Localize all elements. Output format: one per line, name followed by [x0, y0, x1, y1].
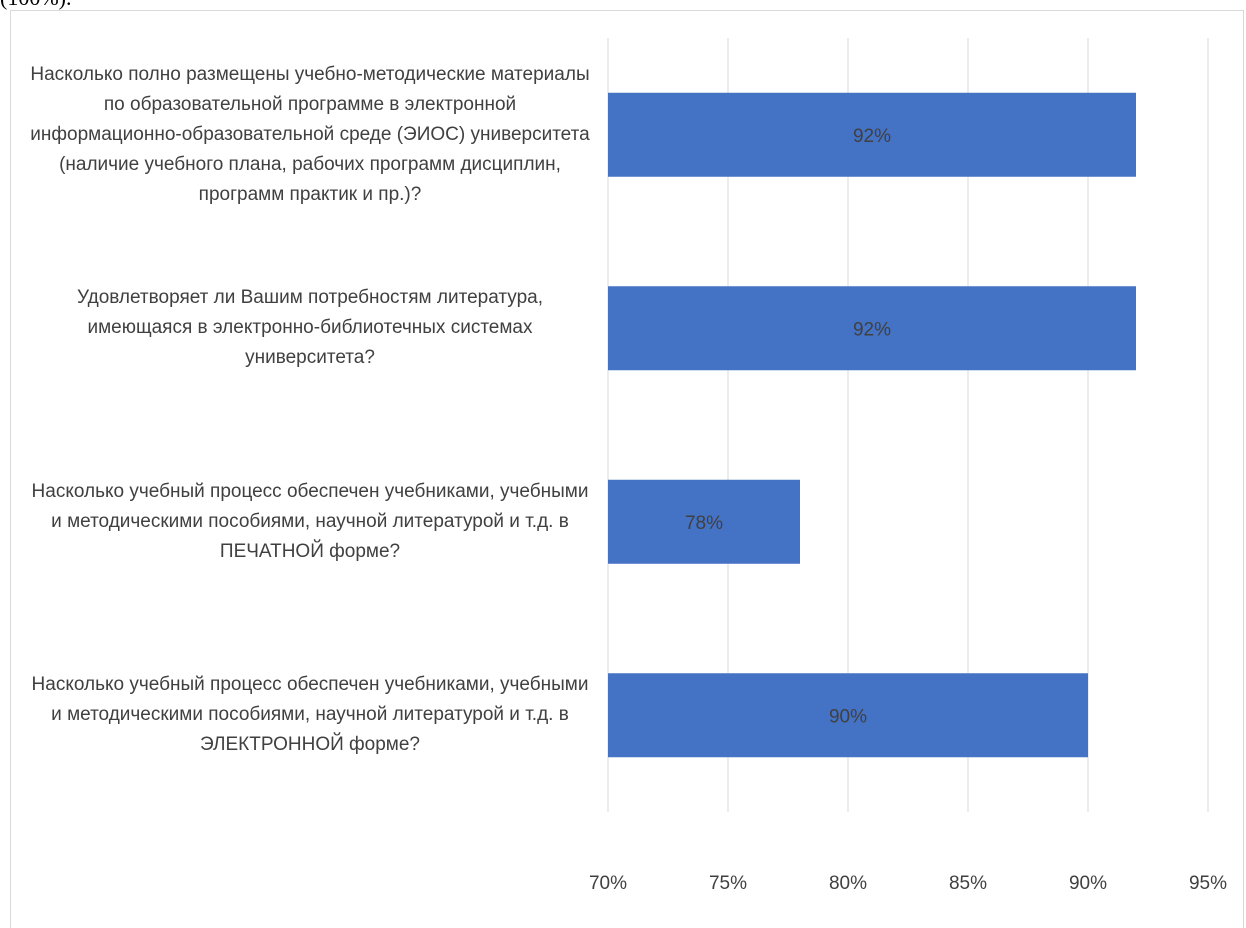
bars: 92% 92% 78% 90%: [608, 92, 1136, 758]
x-tick-label: 90%: [1069, 873, 1107, 894]
x-tick-label: 70%: [589, 873, 627, 894]
bar: [608, 673, 1088, 758]
bar: [608, 92, 1136, 177]
bar: [608, 479, 800, 564]
chart-frame: [10, 10, 1244, 928]
category-label: Насколько учебный процесс обеспечен учеб…: [31, 674, 589, 756]
bar-data-label: 78%: [685, 513, 723, 534]
bar: [608, 286, 1136, 371]
x-tick-label: 95%: [1189, 873, 1227, 894]
bar-data-label: 92%: [853, 319, 891, 340]
x-tick-label: 75%: [709, 873, 747, 894]
x-tick-label: 85%: [949, 873, 987, 894]
x-tick-label: 80%: [829, 873, 867, 894]
header-fragment-text: (100%).: [0, 0, 71, 10]
bar-data-label: 92%: [853, 126, 891, 147]
bar-data-label: 90%: [829, 706, 867, 727]
category-label: Насколько полно размещены учебно-методич…: [30, 63, 590, 205]
category-label: Удовлетворяет ли Вашим потребностям лите…: [77, 287, 543, 369]
category-label: Насколько учебный процесс обеспечен учеб…: [31, 480, 589, 562]
x-axis-ticks: 70% 75% 80% 85% 90% 95%: [589, 873, 1227, 894]
